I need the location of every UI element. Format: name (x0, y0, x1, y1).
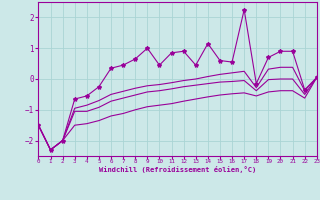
X-axis label: Windchill (Refroidissement éolien,°C): Windchill (Refroidissement éolien,°C) (99, 166, 256, 173)
